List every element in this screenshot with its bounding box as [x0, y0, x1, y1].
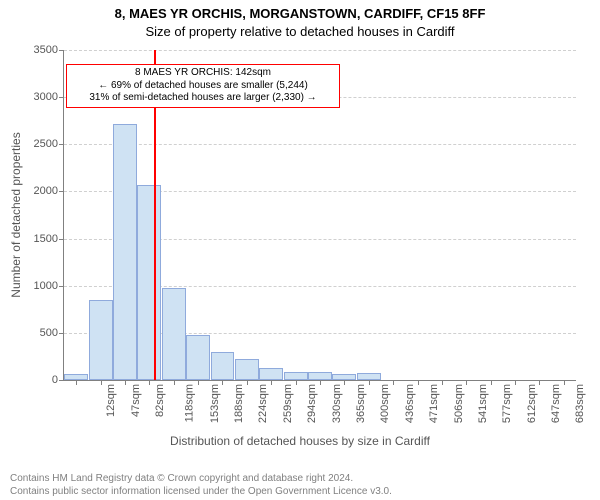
x-tick-label: 12sqm: [105, 384, 117, 417]
x-tick-mark: [247, 380, 248, 385]
x-tick-mark: [149, 380, 150, 385]
callout-line: 8 MAES YR ORCHIS: 142sqm: [71, 67, 335, 80]
callout-line: ← 69% of detached houses are smaller (5,…: [71, 80, 335, 93]
x-tick-mark: [491, 380, 492, 385]
x-tick-label: 541sqm: [477, 384, 489, 423]
x-tick-label: 47sqm: [130, 384, 142, 417]
histogram-bar: [235, 359, 259, 380]
y-tick-label: 1000: [34, 280, 64, 292]
x-tick-label: 330sqm: [331, 384, 343, 423]
x-tick-label: 683sqm: [575, 384, 587, 423]
x-tick-mark: [418, 380, 419, 385]
x-tick-mark: [222, 380, 223, 385]
histogram-bar: [308, 372, 332, 380]
y-tick-label: 2000: [34, 185, 64, 197]
histogram-bar: [357, 373, 381, 380]
x-tick-mark: [296, 380, 297, 385]
histogram-bar: [211, 352, 235, 380]
x-tick-label: 612sqm: [526, 384, 538, 423]
chart-container: 8, MAES YR ORCHIS, MORGANSTOWN, CARDIFF,…: [0, 0, 600, 500]
x-tick-label: 436sqm: [404, 384, 416, 423]
histogram-bar: [332, 374, 356, 380]
histogram-bar: [137, 185, 161, 380]
x-tick-mark: [393, 380, 394, 385]
grid-line: [64, 50, 576, 51]
histogram-bar: [162, 288, 186, 380]
histogram-bar: [64, 374, 88, 380]
y-tick-label: 0: [52, 374, 64, 386]
chart-title-line1: 8, MAES YR ORCHIS, MORGANSTOWN, CARDIFF,…: [0, 6, 600, 21]
x-tick-label: 82sqm: [154, 384, 166, 417]
histogram-bar: [259, 368, 283, 380]
x-tick-mark: [344, 380, 345, 385]
x-tick-label: 224sqm: [258, 384, 270, 423]
chart-title-line2: Size of property relative to detached ho…: [0, 24, 600, 39]
y-tick-label: 500: [40, 327, 64, 339]
y-axis-label: Number of detached properties: [9, 132, 23, 297]
x-tick-mark: [101, 380, 102, 385]
x-tick-mark: [515, 380, 516, 385]
x-tick-label: 294sqm: [306, 384, 318, 423]
x-tick-mark: [320, 380, 321, 385]
x-tick-mark: [198, 380, 199, 385]
x-tick-label: 471sqm: [428, 384, 440, 423]
x-tick-mark: [442, 380, 443, 385]
y-tick-label: 3000: [34, 91, 64, 103]
x-tick-label: 365sqm: [355, 384, 367, 423]
x-tick-label: 400sqm: [380, 384, 392, 423]
x-tick-mark: [76, 380, 77, 385]
x-tick-label: 647sqm: [550, 384, 562, 423]
histogram-bar: [113, 124, 137, 380]
x-tick-label: 188sqm: [233, 384, 245, 423]
y-tick-label: 2500: [34, 138, 64, 150]
y-tick-label: 1500: [34, 233, 64, 245]
x-tick-mark: [539, 380, 540, 385]
x-tick-label: 153sqm: [209, 384, 221, 423]
x-tick-label: 506sqm: [453, 384, 465, 423]
callout-line: 31% of semi-detached houses are larger (…: [71, 92, 335, 105]
x-tick-mark: [369, 380, 370, 385]
histogram-bar: [284, 372, 308, 380]
x-tick-mark: [271, 380, 272, 385]
x-axis-label: Distribution of detached houses by size …: [0, 434, 600, 448]
x-tick-label: 118sqm: [184, 384, 196, 422]
footer-attribution: Contains HM Land Registry data © Crown c…: [0, 472, 600, 498]
histogram-bar: [186, 335, 210, 380]
x-tick-mark: [125, 380, 126, 385]
x-tick-label: 259sqm: [282, 384, 294, 423]
x-tick-mark: [466, 380, 467, 385]
histogram-bar: [89, 300, 113, 380]
x-tick-label: 577sqm: [501, 384, 513, 423]
x-tick-mark: [174, 380, 175, 385]
plot-area: 050010001500200025003000350012sqm47sqm82…: [63, 50, 576, 381]
footer-line1: Contains HM Land Registry data © Crown c…: [10, 472, 600, 485]
grid-line: [64, 144, 576, 145]
property-callout: 8 MAES YR ORCHIS: 142sqm← 69% of detache…: [66, 64, 340, 108]
y-tick-label: 3500: [34, 44, 64, 56]
footer-line2: Contains public sector information licen…: [10, 485, 600, 498]
x-tick-mark: [564, 380, 565, 385]
